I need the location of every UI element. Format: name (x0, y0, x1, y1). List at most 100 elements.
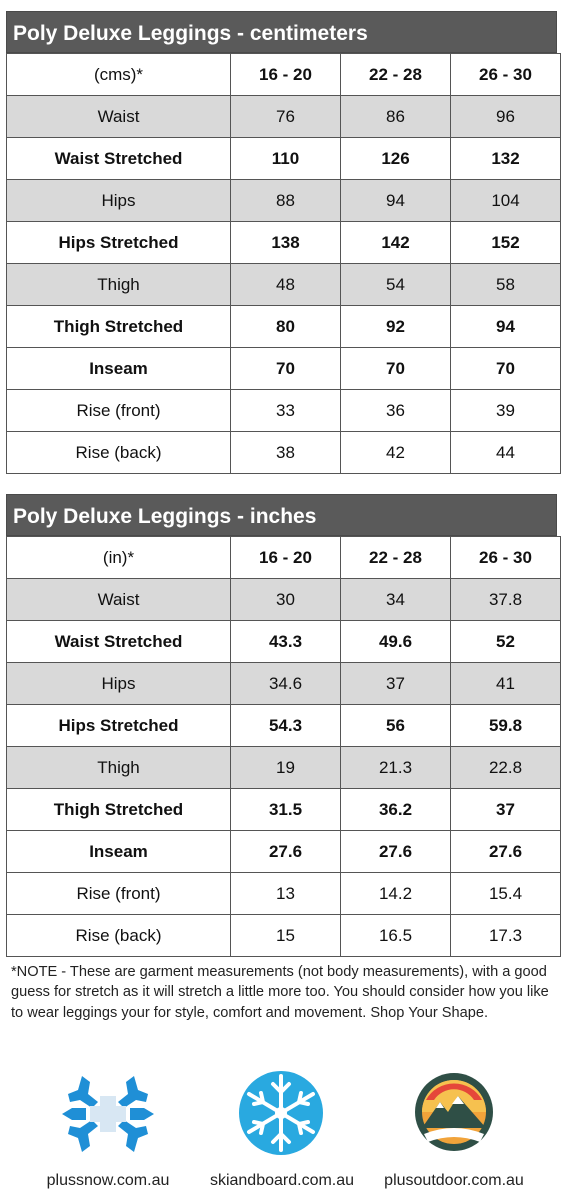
measurement-value: 96 (450, 95, 561, 138)
measurement-value: 13 (230, 872, 341, 915)
measurement-note: *NOTE - These are garment measurements (… (11, 964, 549, 1021)
unit-header-cell: (in)* (6, 536, 231, 579)
skiandboard-logo[interactable] (238, 1070, 324, 1156)
measurement-value: 27.6 (340, 830, 451, 873)
snowflake-icon (239, 1071, 323, 1155)
size-header-cell: 22 - 28 (340, 536, 451, 579)
measurement-value: 19 (230, 746, 341, 789)
table-header-row: (in)* 16 - 20 22 - 28 26 - 30 (6, 536, 561, 579)
measurement-label: Hips Stretched (6, 221, 231, 264)
measurement-value: 152 (450, 221, 561, 264)
measurement-value: 110 (230, 137, 341, 180)
table-title: Poly Deluxe Leggings - centimeters (6, 11, 557, 53)
measurement-label: Hips (6, 179, 231, 222)
table-row: Rise (front) 13 14.2 15.4 (6, 872, 561, 915)
snowflake-plus-icon (62, 1076, 154, 1152)
measurement-label: Rise (back) (6, 914, 231, 957)
measurement-value: 56 (340, 704, 451, 747)
measurement-value: 37 (340, 662, 451, 705)
measurement-value: 59.8 (450, 704, 561, 747)
measurement-value: 70 (230, 347, 341, 390)
table-body: (cms)* 16 - 20 22 - 28 26 - 30 Waist 76 86 96 Wa… (6, 53, 561, 474)
unit-header-cell: (cms)* (6, 53, 231, 96)
logo-caption-plussnow[interactable]: plussnow.com.au (46, 1172, 170, 1189)
measurement-label: Thigh (6, 746, 231, 789)
measurement-value: 58 (450, 263, 561, 306)
table-row: Rise (back) 38 42 44 (6, 431, 561, 474)
table-row: Waist 30 34 37.8 (6, 578, 561, 621)
measurement-label: Inseam (6, 830, 231, 873)
measurement-label: Rise (back) (6, 431, 231, 474)
measurement-value: 27.6 (450, 830, 561, 873)
measurement-value: 37.8 (450, 578, 561, 621)
table-row: Inseam 27.6 27.6 27.6 (6, 830, 561, 873)
measurement-value: 41 (450, 662, 561, 705)
size-table: (cms)* 16 - 20 22 - 28 26 - 30 Waist 76 86 96 Wa… (6, 53, 561, 474)
table-row: Waist 76 86 96 (6, 95, 561, 138)
measurement-value: 94 (340, 179, 451, 222)
table-row: Hips Stretched 138 142 152 (6, 221, 561, 264)
measurement-value: 37 (450, 788, 561, 831)
measurement-value: 70 (450, 347, 561, 390)
measurement-value: 92 (340, 305, 451, 348)
measurement-value: 36 (340, 389, 451, 432)
measurement-value: 138 (230, 221, 341, 264)
plusoutdoor-logo[interactable] (414, 1072, 494, 1152)
table-title: Poly Deluxe Leggings - inches (6, 494, 557, 536)
measurement-value: 34.6 (230, 662, 341, 705)
measurement-value: 30 (230, 578, 341, 621)
table-row: Thigh Stretched 31.5 36.2 37 (6, 788, 561, 831)
measurement-value: 33 (230, 389, 341, 432)
measurement-value: 44 (450, 431, 561, 474)
measurement-value: 16.5 (340, 914, 451, 957)
logo-caption-plusoutdoor[interactable]: plusoutdoor.com.au (384, 1172, 524, 1189)
measurement-value: 86 (340, 95, 451, 138)
table-row: Hips 34.6 37 41 (6, 662, 561, 705)
measurement-value: 15 (230, 914, 341, 957)
measurement-value: 70 (340, 347, 451, 390)
measurement-value: 94 (450, 305, 561, 348)
measurement-label: Thigh Stretched (6, 305, 231, 348)
measurement-value: 34 (340, 578, 451, 621)
measurement-value: 49.6 (340, 620, 451, 663)
measurement-value: 76 (230, 95, 341, 138)
measurement-value: 15.4 (450, 872, 561, 915)
measurement-value: 52 (450, 620, 561, 663)
measurement-value: 54 (340, 263, 451, 306)
measurement-value: 27.6 (230, 830, 341, 873)
measurement-value: 48 (230, 263, 341, 306)
table-row: Waist Stretched 110 126 132 (6, 137, 561, 180)
measurement-label: Waist Stretched (6, 137, 231, 180)
measurement-value: 142 (340, 221, 451, 264)
mountain-sunset-icon (415, 1073, 493, 1151)
measurement-label: Hips Stretched (6, 704, 231, 747)
measurement-value: 21.3 (340, 746, 451, 789)
table-row: Hips 88 94 104 (6, 179, 561, 222)
table-row: Thigh 48 54 58 (6, 263, 561, 306)
measurement-value: 22.8 (450, 746, 561, 789)
measurement-label: Waist Stretched (6, 620, 231, 663)
table-row: Hips Stretched 54.3 56 59.8 (6, 704, 561, 747)
measurement-label: Thigh (6, 263, 231, 306)
measurement-value: 36.2 (340, 788, 451, 831)
measurement-value: 80 (230, 305, 341, 348)
measurement-value: 14.2 (340, 872, 451, 915)
size-table-centimeters: Poly Deluxe Leggings - centimeters (cms)… (6, 11, 561, 474)
table-row: Thigh 19 21.3 22.8 (6, 746, 561, 789)
logo-caption-skiandboard[interactable]: skiandboard.com.au (209, 1172, 355, 1189)
measurement-value: 104 (450, 179, 561, 222)
table-row: Rise (back) 15 16.5 17.3 (6, 914, 561, 957)
plussnow-logo[interactable] (62, 1072, 154, 1156)
measurement-label: Inseam (6, 347, 231, 390)
measurement-value: 42 (340, 431, 451, 474)
size-table-inches: Poly Deluxe Leggings - inches (in)* 16 - … (6, 494, 561, 957)
measurement-value: 126 (340, 137, 451, 180)
measurement-label: Thigh Stretched (6, 788, 231, 831)
measurement-value: 38 (230, 431, 341, 474)
measurement-value: 132 (450, 137, 561, 180)
table-row: Rise (front) 33 36 39 (6, 389, 561, 432)
table-header-row: (cms)* 16 - 20 22 - 28 26 - 30 (6, 53, 561, 96)
measurement-value: 54.3 (230, 704, 341, 747)
measurement-value: 17.3 (450, 914, 561, 957)
measurement-value: 43.3 (230, 620, 341, 663)
